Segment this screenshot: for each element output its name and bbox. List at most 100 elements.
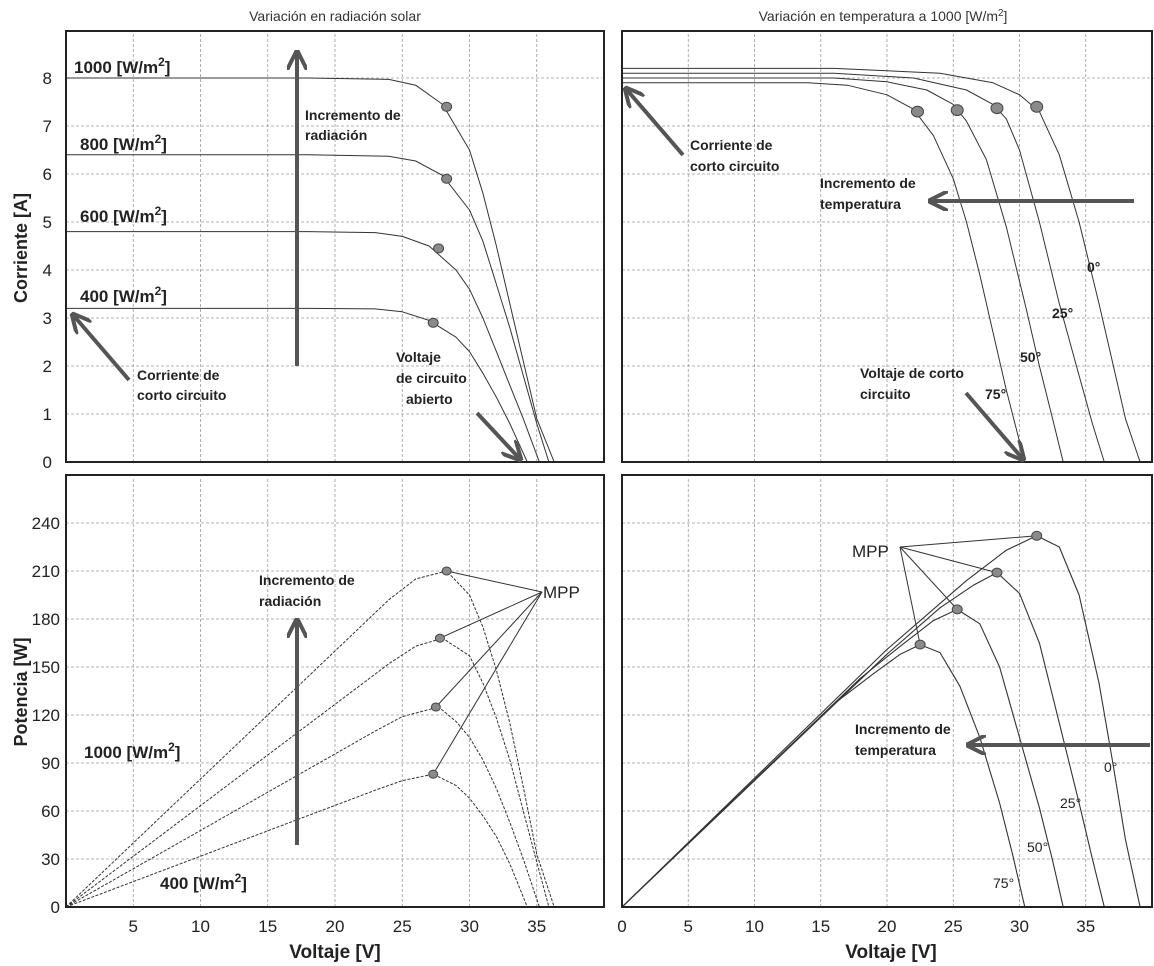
br-label-25: 25° <box>1060 795 1081 811</box>
bl-mpp-label: MPP <box>543 583 580 602</box>
tr-voc-arrow <box>964 391 1022 458</box>
tr-mpp-point-3 <box>910 105 924 118</box>
br-xtick-label: 15 <box>811 917 830 936</box>
bl-label-1000: 1000 [W/m2] <box>84 740 180 762</box>
br-series-1 <box>621 572 1105 908</box>
tl-series-1 <box>66 154 550 463</box>
tl-voc-l1: Voltaje <box>396 349 441 365</box>
br-xtick-label: 10 <box>745 917 764 936</box>
br-xlabel: Voltaje [V] <box>845 942 937 963</box>
bl-ytick-label: 60 <box>41 802 60 821</box>
tl-ytick-label: 8 <box>43 69 52 88</box>
bl-mpp-point-1 <box>434 633 445 643</box>
tl-incremento-l2: radiación <box>305 127 367 143</box>
tl-mpp-point-2 <box>433 243 445 254</box>
tl-plot-frame <box>65 30 605 463</box>
tr-curves <box>622 67 1141 463</box>
bl-mpp-leader-3 <box>432 591 543 775</box>
tl-ytick-label: 7 <box>43 117 52 136</box>
tl-mpp-point-0 <box>441 101 453 112</box>
tr-series-3 <box>622 82 1026 463</box>
br-mpp-label: MPP <box>852 542 889 561</box>
bl-xtick-label: 20 <box>326 917 345 936</box>
tl-corto-l2: corto circuito <box>137 387 226 403</box>
tl-series-0 <box>66 77 555 463</box>
tl-mpp-point-1 <box>441 173 453 184</box>
tl-label-800: 800 [W/m2] <box>80 132 167 154</box>
bl-mpp-point-3 <box>428 769 439 779</box>
bl-incremento-l1: Incremento de <box>259 572 355 588</box>
bl-ytick-label: 150 <box>32 658 60 677</box>
bl-mpp-leader-2 <box>435 591 543 708</box>
bl-xtick-label: 5 <box>129 917 138 936</box>
tr-mpp-point-0 <box>1030 100 1044 113</box>
tl-voc-l3: abierto <box>406 391 453 407</box>
bl-ytick-label: 180 <box>32 610 60 629</box>
tr-mpp-point-1 <box>990 102 1004 115</box>
br-xtick-label: 20 <box>878 917 897 936</box>
tr-mpp-point-2 <box>950 104 964 117</box>
tl-ytick-label: 6 <box>43 165 52 184</box>
bl-mpp-leader-1 <box>439 591 543 639</box>
tr-incremento-l1: Incremento de <box>820 175 916 191</box>
bl-xtick-label: 30 <box>460 917 479 936</box>
tr-series-0 <box>622 67 1141 463</box>
tr-temperature-labels: 0° 25° 50° 75° <box>985 259 1100 402</box>
bl-series-3 <box>65 773 528 908</box>
tl-label-600: 600 [W/m2] <box>80 204 167 226</box>
bl-mpp-leader-0 <box>446 570 543 593</box>
bl-series-2 <box>65 706 540 908</box>
bl-xtick-label: 10 <box>191 917 210 936</box>
br-mpp-leader-1 <box>899 546 998 574</box>
br-mpp-point-2 <box>951 604 963 615</box>
br-label-0: 0° <box>1104 759 1117 775</box>
bl-xlabel: Voltaje [V] <box>289 942 381 963</box>
bl-xtick-label: 15 <box>258 917 277 936</box>
bl-ytick-label: 30 <box>41 850 60 869</box>
bl-grid <box>66 477 602 907</box>
tr-corto-l2: corto circuito <box>690 158 779 174</box>
tl-grid <box>66 32 602 462</box>
tl-title: Variación en radiación solar <box>249 8 421 24</box>
bl-ytick-label: 120 <box>32 706 60 725</box>
tl-voc-arrow <box>475 411 519 458</box>
br-mpp-leader-2 <box>899 546 958 610</box>
br-plot-frame <box>621 474 1153 908</box>
tr-isc-arrow <box>627 90 685 157</box>
bl-series-0 <box>65 570 555 908</box>
tr-voc-l1: Voltaje de corto <box>860 365 964 381</box>
tr-series-1 <box>622 72 1105 463</box>
br-xtick-label: 0 <box>617 917 626 936</box>
bl-ytick-label: 90 <box>41 754 60 773</box>
bl-label-400: 400 [W/m2] <box>160 871 247 893</box>
br-series-2 <box>621 608 1064 908</box>
br-mpp-point-0 <box>1031 530 1043 541</box>
tr-label-50: 50° <box>1020 349 1041 365</box>
tl-series-3 <box>66 307 528 463</box>
bl-curves <box>65 570 555 908</box>
br-xtick-label: 5 <box>684 917 693 936</box>
tr-label-0: 0° <box>1087 259 1100 275</box>
tr-label-25: 25° <box>1052 305 1073 321</box>
br-mpp-point-1 <box>991 567 1003 578</box>
tl-incremento-l1: Incremento de <box>305 107 401 123</box>
bl-tick-labels: 0 30 60 90 120 150 180 210 240 5 10 15 20 25 30 35 <box>32 514 547 936</box>
tr-corto-l1: Corriente de <box>690 137 773 153</box>
br-series-0 <box>621 535 1141 908</box>
br-incremento-l2: temperatura <box>855 742 936 758</box>
tl-ytick-label: 1 <box>43 405 52 424</box>
bl-mpp-point-2 <box>430 702 441 712</box>
bl-mpp-point-0 <box>441 566 452 576</box>
br-series-3 <box>621 644 1026 908</box>
br-incremento-l1: Incremento de <box>855 721 951 737</box>
bl-ytick-label: 210 <box>32 562 60 581</box>
tl-corto-l1: Corriente de <box>137 367 220 383</box>
bl-plot-frame <box>65 474 605 908</box>
tl-ytick-label: 4 <box>43 261 52 280</box>
tr-grid <box>622 32 1154 462</box>
br-xtick-label: 35 <box>1076 917 1095 936</box>
tl-mpp-point-3 <box>427 317 439 328</box>
tl-irradiance-labels: 1000 [W/m2] 800 [W/m2] 600 [W/m2] 400 [W… <box>74 55 170 306</box>
br-label-50: 50° <box>1027 839 1048 855</box>
tl-ytick-label: 5 <box>43 213 52 232</box>
